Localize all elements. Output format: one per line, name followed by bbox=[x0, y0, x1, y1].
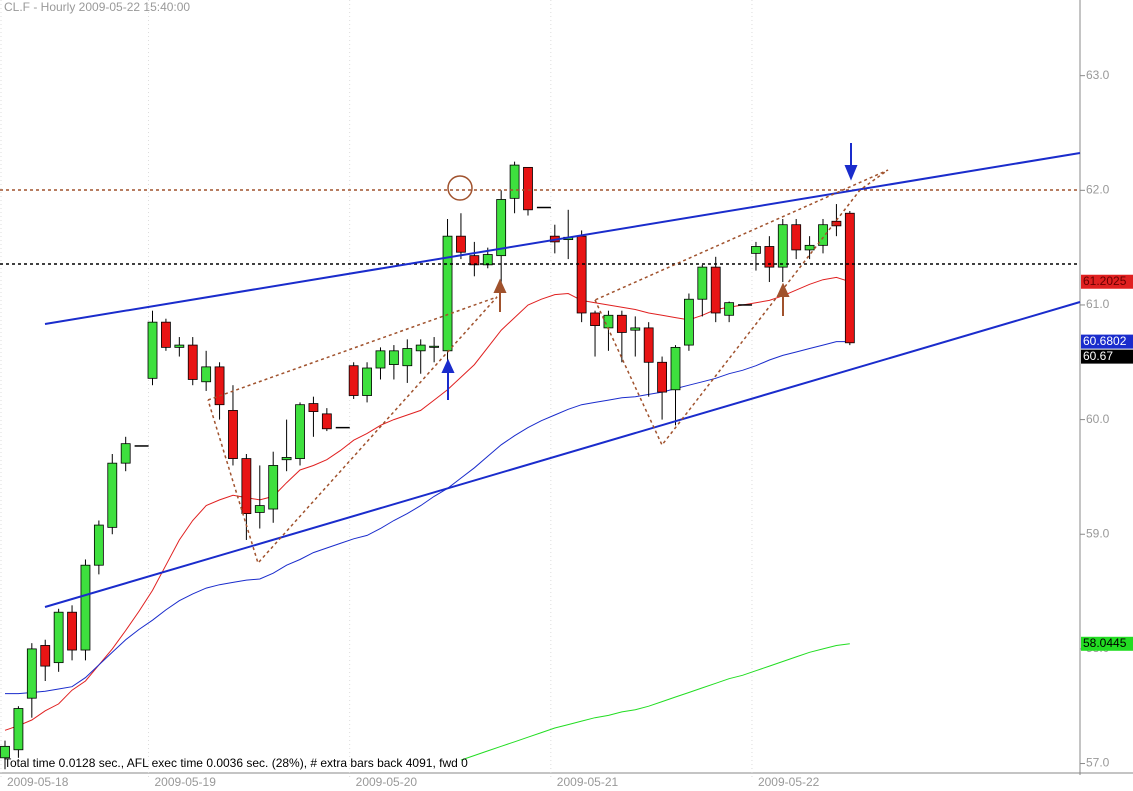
candle-body bbox=[147, 321, 158, 379]
candle-body bbox=[630, 327, 641, 331]
candle-body bbox=[831, 220, 842, 227]
x-tick-label: 2009-05-18 bbox=[7, 775, 69, 789]
y-tick-label: 62.0 bbox=[1086, 182, 1110, 196]
value-box bbox=[1081, 334, 1133, 349]
x-tick-label: 2009-05-19 bbox=[155, 775, 217, 789]
signal-circle bbox=[447, 175, 473, 201]
candle-body bbox=[804, 244, 815, 251]
candle-body bbox=[228, 410, 238, 459]
candle-body bbox=[295, 404, 305, 459]
candle-body bbox=[40, 645, 51, 667]
candle-body bbox=[429, 345, 440, 348]
candle-body bbox=[321, 413, 332, 430]
y-tick-label: 63.0 bbox=[1086, 68, 1110, 82]
candle-body bbox=[576, 235, 587, 314]
candle-body bbox=[844, 212, 855, 344]
candle-body bbox=[791, 224, 802, 251]
candle-body bbox=[388, 350, 399, 365]
overlays bbox=[0, 143, 1081, 608]
sell-arrow bbox=[844, 143, 858, 181]
lower-trendline bbox=[44, 301, 1081, 608]
x-tick-label: 2009-05-20 bbox=[356, 775, 418, 789]
candle-body bbox=[710, 266, 721, 314]
candle-body bbox=[482, 254, 493, 266]
candle-body bbox=[697, 266, 708, 300]
pattern-lines bbox=[594, 169, 889, 447]
candle-body bbox=[415, 344, 426, 352]
candle-body bbox=[724, 302, 735, 316]
chart-title: CL.F - Hourly 2009-05-22 15:40:00 bbox=[4, 0, 190, 14]
candle-body bbox=[442, 235, 453, 352]
candle-body bbox=[764, 246, 775, 268]
y-tick-label: 57.0 bbox=[1086, 756, 1110, 770]
x-tick-label: 2009-05-21 bbox=[557, 775, 619, 789]
candle-body bbox=[603, 314, 614, 329]
value-box-label: 60.67 bbox=[1083, 349, 1113, 363]
candle-body bbox=[26, 648, 37, 699]
x-tick-label: 2009-05-22 bbox=[758, 775, 820, 789]
moving-average bbox=[5, 341, 850, 695]
candle-body bbox=[348, 365, 359, 396]
candle-body bbox=[590, 312, 600, 326]
candle-body bbox=[174, 344, 185, 348]
candle-body bbox=[523, 166, 533, 211]
y-tick-label: 60.0 bbox=[1086, 412, 1110, 426]
marks bbox=[0, 0, 855, 780]
candle-body bbox=[0, 745, 10, 759]
y-tick-label: 61.0 bbox=[1086, 297, 1110, 311]
candle-body bbox=[375, 350, 386, 369]
candle-body bbox=[496, 199, 507, 257]
candle-body bbox=[254, 505, 265, 513]
candle-body bbox=[818, 224, 828, 246]
candle-body bbox=[67, 611, 77, 651]
candle-body bbox=[616, 314, 627, 333]
upper-trendline bbox=[44, 152, 1081, 325]
value-box bbox=[1081, 349, 1133, 364]
value-box-label: 61.2025 bbox=[1083, 274, 1127, 288]
value-box-label: 58.0445 bbox=[1083, 636, 1127, 650]
candle-body bbox=[187, 344, 198, 380]
candle-body bbox=[107, 462, 118, 528]
candle-body bbox=[509, 164, 520, 199]
candle-body bbox=[777, 224, 788, 268]
candle-body bbox=[268, 465, 279, 510]
candle-body bbox=[13, 708, 24, 751]
value-box-label: 60.6802 bbox=[1083, 334, 1127, 348]
candle-body bbox=[201, 366, 212, 383]
up-arrow bbox=[493, 278, 790, 316]
candle-body bbox=[362, 367, 372, 396]
y-tick-label: 59.0 bbox=[1086, 526, 1110, 540]
candle-body bbox=[456, 235, 466, 253]
moving-average bbox=[4, 276, 850, 731]
value-box bbox=[1081, 636, 1133, 651]
moving-average bbox=[460, 643, 850, 761]
candle-body bbox=[241, 458, 252, 515]
candle-body bbox=[469, 255, 480, 266]
candle-body bbox=[281, 457, 292, 461]
candle-body bbox=[684, 298, 694, 346]
candle-body bbox=[53, 611, 64, 664]
candle-body bbox=[120, 443, 131, 464]
candle-body bbox=[670, 346, 681, 391]
candle-body bbox=[643, 327, 654, 363]
candle-body bbox=[751, 246, 761, 254]
candle-body bbox=[80, 564, 91, 651]
candle-body bbox=[161, 321, 171, 348]
candle-body bbox=[402, 348, 413, 367]
footer-note: Total time 0.0128 sec., AFL exec time 0.… bbox=[4, 756, 468, 770]
candle-body bbox=[308, 403, 319, 412]
candle-body bbox=[657, 361, 667, 393]
candle-body bbox=[93, 524, 104, 566]
buy-arrow bbox=[441, 358, 455, 400]
value-box bbox=[1081, 274, 1133, 289]
candle-body bbox=[214, 366, 225, 406]
